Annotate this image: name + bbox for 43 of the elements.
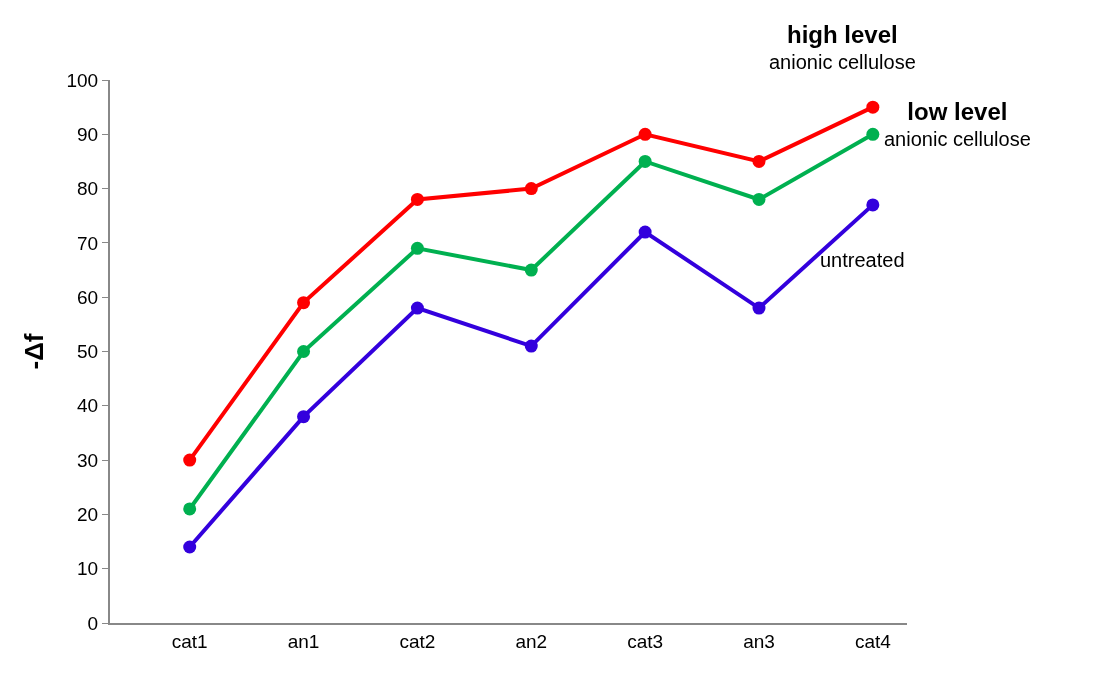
point (638, 225, 652, 239)
point (638, 127, 652, 141)
series-label: untreated (820, 249, 905, 271)
y-tick-label: 10 (77, 558, 99, 580)
point (752, 301, 766, 315)
x-tick-label: an2 (515, 630, 548, 652)
x-tick-label: cat2 (399, 630, 436, 652)
y-tick-label: 0 (87, 612, 99, 634)
y-axis-title: -Δf (19, 333, 50, 370)
point (524, 339, 538, 353)
point (866, 100, 880, 114)
point (410, 192, 424, 206)
y-tick-label: 40 (77, 395, 99, 417)
point (183, 540, 197, 554)
point (752, 154, 766, 168)
point (524, 263, 538, 277)
series-label: low level anionic cellulose (884, 98, 1031, 150)
point (638, 154, 652, 168)
x-tick-label: cat4 (854, 630, 892, 652)
point (183, 502, 197, 516)
x-tick-label: an1 (287, 630, 320, 652)
point (866, 127, 880, 141)
point (752, 192, 766, 206)
point (297, 410, 311, 424)
y-tick-label: 80 (77, 178, 99, 200)
y-tick-label: 30 (77, 449, 99, 471)
point (410, 301, 424, 315)
y-tick-label: 20 (77, 504, 99, 526)
point (297, 296, 311, 310)
x-tick-label: cat1 (171, 630, 208, 652)
point (866, 198, 880, 212)
y-tick-label: 60 (77, 286, 99, 308)
x-tick-label: an3 (743, 630, 775, 652)
text: high level anionic cellulose (769, 21, 916, 73)
y-tick-label: 100 (66, 69, 99, 91)
point (183, 453, 197, 467)
y-tick-label: 70 (77, 232, 99, 254)
y-tick-label: 50 (77, 341, 99, 363)
point (297, 345, 311, 358)
point (524, 182, 538, 196)
point (410, 241, 424, 255)
x-tick-label: cat3 (627, 630, 664, 652)
y-tick-label: 90 (77, 123, 99, 145)
